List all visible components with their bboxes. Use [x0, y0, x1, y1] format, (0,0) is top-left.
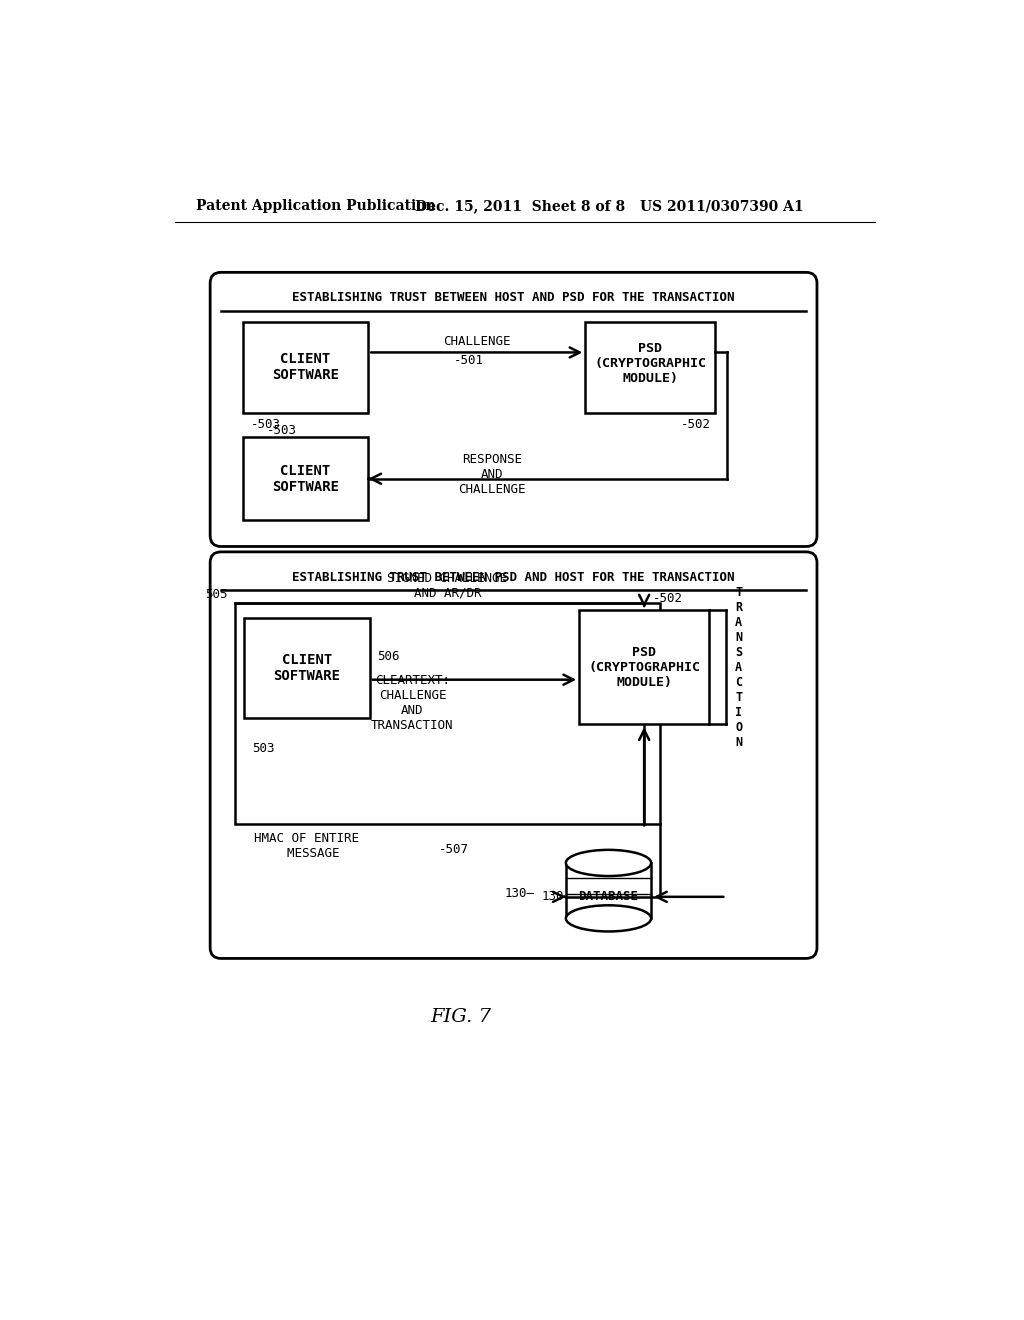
Text: ESTABLISHING TRUST BETWEEN HOST AND PSD FOR THE TRANSACTION: ESTABLISHING TRUST BETWEEN HOST AND PSD …	[292, 292, 735, 305]
Text: ESTABLISHING TRUST BETWEEN PSD AND HOST FOR THE TRANSACTION: ESTABLISHING TRUST BETWEEN PSD AND HOST …	[292, 570, 735, 583]
Bar	[566, 863, 651, 919]
Bar	[579, 610, 710, 725]
Text: SIGNED CHALLENGE
AND AR/DR: SIGNED CHALLENGE AND AR/DR	[387, 572, 507, 599]
Ellipse shape	[566, 906, 651, 932]
Text: FIG. 7: FIG. 7	[431, 1008, 492, 1026]
Bar	[243, 322, 369, 413]
Text: -502: -502	[652, 593, 682, 606]
Text: T
R
A
N
S
A
C
T
I
O
N: T R A N S A C T I O N	[735, 586, 742, 748]
Text: -503: -503	[251, 418, 281, 432]
FancyBboxPatch shape	[210, 272, 817, 546]
Text: 130—: 130—	[505, 887, 535, 900]
Bar	[234, 603, 659, 825]
Text: US 2011/0307390 A1: US 2011/0307390 A1	[640, 199, 803, 213]
Text: -502: -502	[681, 418, 711, 432]
Text: 503: 503	[252, 742, 274, 755]
Text: PSD
(CRYPTOGRAPHIC
MODULE): PSD (CRYPTOGRAPHIC MODULE)	[594, 342, 707, 385]
Bar	[245, 618, 370, 718]
Text: 130: 130	[542, 890, 564, 903]
Text: CLIENT
SOFTWARE: CLIENT SOFTWARE	[272, 352, 339, 383]
Bar	[243, 437, 369, 520]
Text: HMAC OF ENTIRE
  MESSAGE: HMAC OF ENTIRE MESSAGE	[254, 832, 358, 861]
Ellipse shape	[566, 850, 651, 876]
Text: 506: 506	[378, 649, 400, 663]
Text: Dec. 15, 2011  Sheet 8 of 8: Dec. 15, 2011 Sheet 8 of 8	[415, 199, 625, 213]
Text: -501: -501	[454, 354, 484, 367]
Text: RESPONSE
AND
CHALLENGE: RESPONSE AND CHALLENGE	[459, 453, 526, 496]
Text: CHALLENGE: CHALLENGE	[443, 335, 511, 348]
Text: DATABASE: DATABASE	[579, 890, 639, 903]
Text: CLIENT
SOFTWARE: CLIENT SOFTWARE	[273, 653, 341, 684]
Text: Patent Application Publication: Patent Application Publication	[197, 199, 436, 213]
Text: -503: -503	[266, 425, 297, 437]
Text: PSD
(CRYPTOGRAPHIC
MODULE): PSD (CRYPTOGRAPHIC MODULE)	[588, 645, 700, 689]
Text: CLEARTEXT:
CHALLENGE
AND
TRANSACTION: CLEARTEXT: CHALLENGE AND TRANSACTION	[371, 673, 454, 731]
Text: -507: -507	[438, 842, 469, 855]
FancyBboxPatch shape	[210, 552, 817, 958]
Bar	[586, 322, 716, 413]
Text: 505: 505	[205, 589, 227, 602]
Text: CLIENT
SOFTWARE: CLIENT SOFTWARE	[272, 463, 339, 494]
